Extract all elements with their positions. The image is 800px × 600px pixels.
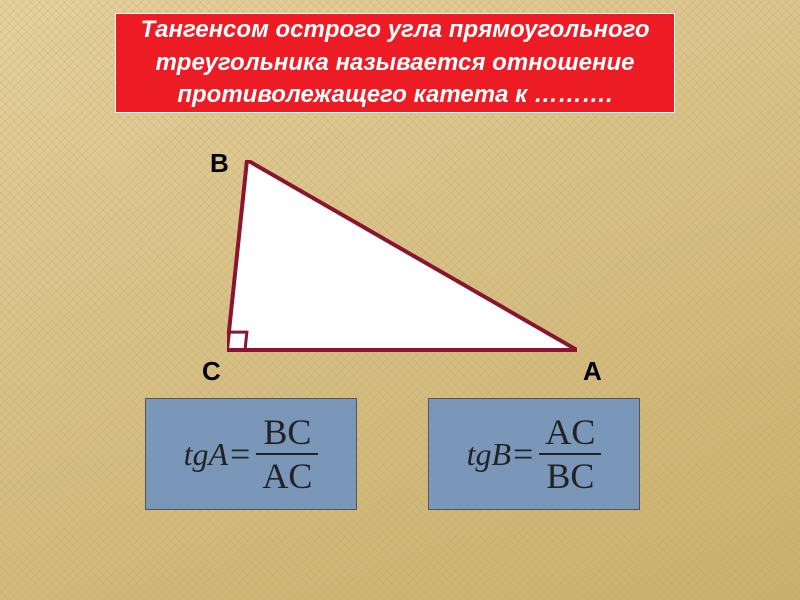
formula-tgb-fraction: AC BC: [539, 414, 601, 494]
formula-tga-lhs: tgA: [184, 436, 228, 473]
formula-tgb: tgB = AC BC: [467, 414, 602, 494]
formula-tgb-lhs: tgB: [467, 436, 511, 473]
vertex-label-a: A: [583, 356, 602, 387]
definition-text: Тангенсом острого угла прямоугольного тр…: [126, 14, 664, 111]
formula-tgb-num: AC: [539, 414, 601, 453]
triangle-figure: [227, 160, 577, 370]
vertex-label-c: C: [202, 356, 221, 387]
formula-tga: tgA = BC AC: [184, 414, 319, 494]
equals-icon: =: [230, 433, 250, 475]
formula-box-tga: tgA = BC AC: [145, 398, 357, 510]
equals-icon: =: [513, 433, 533, 475]
formula-box-tgb: tgB = AC BC: [428, 398, 640, 510]
triangle-svg: [227, 160, 577, 380]
formula-tga-den: AC: [256, 455, 318, 494]
definition-banner: Тангенсом острого угла прямоугольного тр…: [115, 13, 675, 113]
formula-tga-fraction: BC AC: [256, 414, 318, 494]
formula-tgb-den: BC: [540, 455, 600, 494]
formula-tga-num: BC: [257, 414, 317, 453]
vertex-label-b: B: [210, 148, 229, 179]
